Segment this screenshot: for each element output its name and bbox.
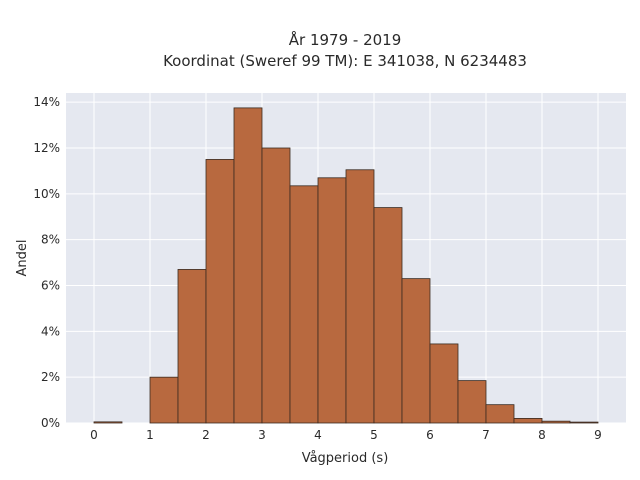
chart-title: År 1979 - 2019 Koordinat (Sweref 99 TM):…: [163, 30, 527, 70]
y-tick-label: 2%: [41, 370, 60, 384]
y-tick-label: 6%: [41, 279, 60, 293]
x-tick-label: 2: [202, 428, 210, 442]
y-axis-label: Andel: [15, 240, 30, 277]
x-axis-label: Vågperiod (s): [302, 451, 389, 466]
y-tick-label: 0%: [41, 416, 60, 430]
chart-title-line-1: År 1979 - 2019: [289, 30, 402, 49]
y-axis-ticks: 0% 2% 4% 6% 8% 10% 12% 14%: [33, 95, 60, 430]
histogram-bar: [289, 185, 319, 424]
histogram-bar: [373, 207, 403, 424]
x-tick-label: 4: [314, 428, 322, 442]
histogram-bar: [569, 421, 599, 424]
y-tick-label: 4%: [41, 324, 60, 338]
histogram-bar: [457, 380, 487, 424]
x-tick-label: 8: [538, 428, 546, 442]
x-tick-label: 9: [594, 428, 602, 442]
histogram-bar: [429, 343, 459, 424]
chart-title-line-2: Koordinat (Sweref 99 TM): E 341038, N 62…: [163, 52, 527, 70]
histogram-bar: [233, 107, 263, 424]
y-tick-label: 12%: [33, 141, 60, 155]
histogram-bar: [485, 404, 515, 424]
x-tick-label: 6: [426, 428, 434, 442]
histogram-bar: [541, 420, 571, 424]
x-tick-label: 1: [146, 428, 154, 442]
histogram-bar: [205, 159, 235, 424]
histogram-bar: [513, 418, 543, 424]
histogram-bar: [345, 169, 375, 424]
x-tick-label: 3: [258, 428, 266, 442]
histogram-bar: [177, 269, 207, 424]
x-tick-label: 7: [482, 428, 490, 442]
histogram-bar: [401, 278, 431, 424]
x-tick-label: 0: [90, 428, 98, 442]
x-tick-label: 5: [370, 428, 378, 442]
histogram-bars: [93, 107, 599, 424]
histogram-bar: [261, 147, 291, 424]
y-tick-label: 14%: [33, 95, 60, 109]
histogram-bar: [149, 376, 179, 424]
y-tick-label: 10%: [33, 187, 60, 201]
histogram-bar: [93, 421, 123, 424]
histogram-bar: [317, 177, 347, 424]
y-tick-label: 8%: [41, 233, 60, 247]
x-axis-ticks: 0 1 2 3 4 5 6 7 8 9: [90, 428, 602, 442]
